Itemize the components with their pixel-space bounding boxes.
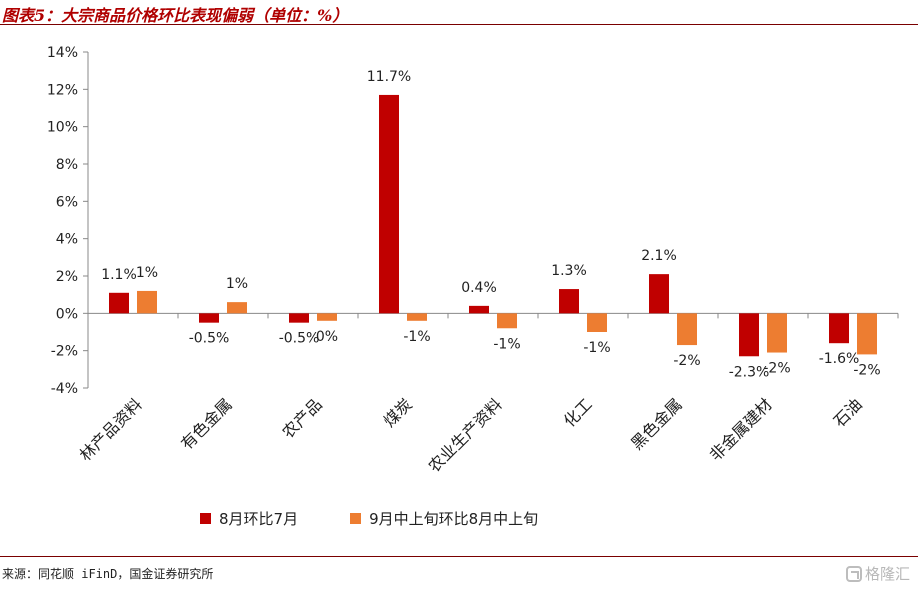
x-category-label: 煤炭 [380,395,416,431]
y-tick-label: -4% [51,381,78,397]
x-category-label: 农产品 [278,395,325,442]
bar-series1 [559,289,579,314]
x-category-label: 有色金属 [177,395,236,454]
bar-chart: -4%-2%0%2%4%6%8%10%12%14%1.1% 1%林产品资料-0.5… [47,45,899,476]
data-label-series2: -1% [583,340,610,356]
x-category-label: 石油 [830,395,866,431]
data-label-series1: -2.3% [729,364,770,380]
bar-series2 [137,290,157,314]
legend-swatch-series2 [350,513,362,524]
bar-series1 [109,292,129,314]
legend-label-series2: 9月中上旬环比8月中上旬 [369,510,539,528]
x-category-label: 化工 [560,395,596,431]
watermark-logo-icon [845,565,862,582]
chart-title: 图表5：大宗商品价格环比表现偏弱（单位：%） [2,6,349,25]
bar-series2 [677,313,697,346]
data-label-series1: 11.7% [367,69,411,85]
bar-series1 [469,305,489,314]
bar-series1 [289,313,309,323]
bar-series1 [379,94,399,314]
data-label-series2: 1% [226,276,248,292]
bar-series2 [317,313,337,321]
bar-series2 [407,313,427,321]
legend-item-series2: 9月中上旬环比8月中上旬 [350,508,538,529]
data-label-series2: -2% [853,362,880,378]
bar-series1 [829,313,849,344]
y-tick-label: 14% [47,45,78,61]
chart-legend: 8月环比7月 9月中上旬环比8月中上旬 [200,508,538,529]
x-category-label: 黑色金属 [627,395,686,454]
data-label-series2: 1% [136,265,158,281]
x-category-label: 林产品资料 [76,395,146,465]
bar-series2 [227,302,247,314]
data-label-series2: -2% [673,353,700,369]
bar-series1 [199,313,219,323]
data-label-series2: -2% [763,361,790,377]
y-tick-label: -2% [51,344,78,360]
legend-item-series1: 8月环比7月 [200,508,298,529]
title-divider [0,24,918,25]
data-label-series1: -1.6% [819,351,860,367]
legend-swatch-series1 [200,513,211,524]
bar-series2 [587,313,607,332]
data-label-series1: -0.5% [279,331,320,347]
x-category-label: 农业生产资料 [425,395,506,476]
bar-series1 [649,274,669,314]
y-tick-label: 6% [56,194,78,210]
data-label-series1: 2.1% [641,248,677,264]
watermark-text: 格隆汇 [864,565,910,583]
y-tick-label: 10% [47,120,78,136]
bar-series1 [739,313,759,357]
legend-label-series1: 8月环比7月 [219,510,299,528]
bar-series2 [857,313,877,355]
y-tick-label: 0% [56,306,78,322]
y-tick-label: 8% [56,157,78,173]
y-tick-label: 4% [56,232,78,248]
watermark: 格隆汇 [845,563,910,584]
data-label-series1: 1.1% [101,267,137,283]
x-category-label: 非金属建材 [706,395,776,465]
footer-divider [0,556,918,557]
bar-series2 [767,313,787,353]
data-label-series1: 0.4% [461,280,497,296]
y-tick-label: 12% [47,82,78,98]
data-label-series1: -0.5% [189,331,230,347]
data-label-series2: -1% [493,336,520,352]
data-label-series2: 0% [316,329,338,345]
data-label-series1: 1.3% [551,263,587,279]
source-note: 来源：同花顺 iFinD，国金证券研究所 [2,567,214,581]
bar-series2 [497,313,517,329]
y-tick-label: 2% [56,269,78,285]
data-label-series2: -1% [403,329,430,345]
